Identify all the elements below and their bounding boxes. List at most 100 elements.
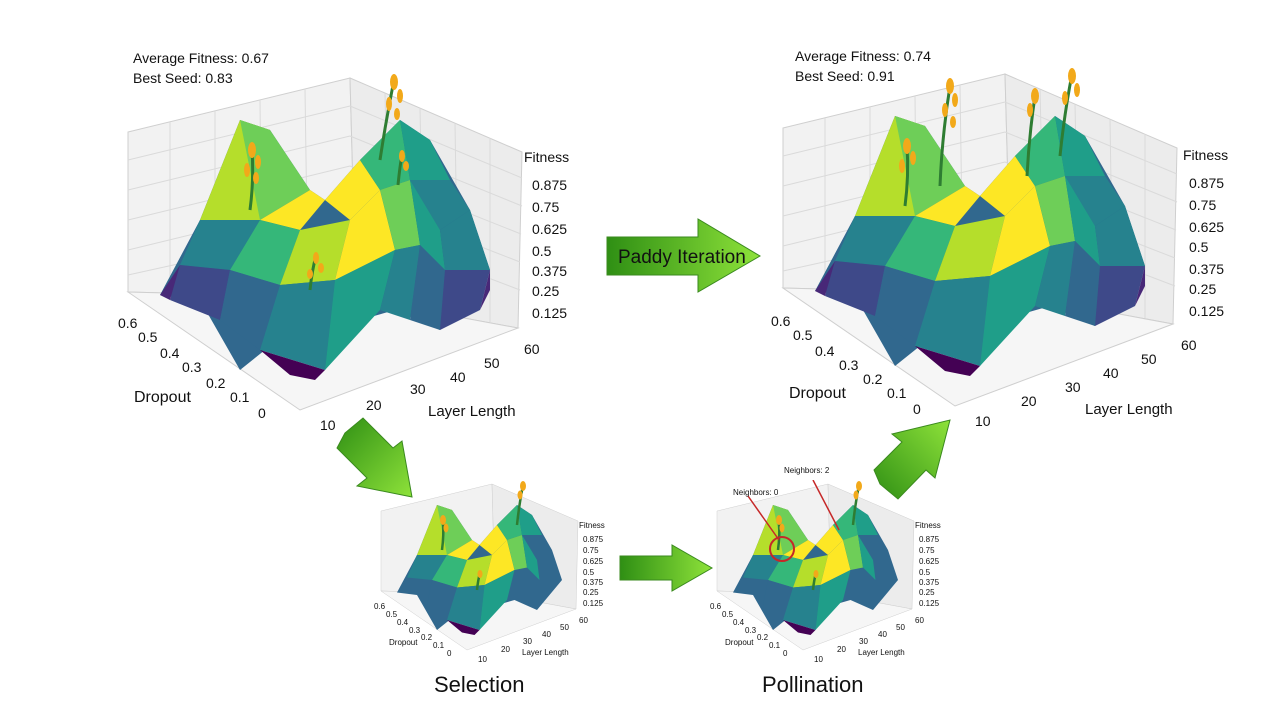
surface-plot-pollination: Fitness 0.875 0.75 0.625 0.5 0.375 0.25 …	[710, 480, 941, 664]
dropout-tick: 0.1	[433, 641, 445, 650]
annotation-neighbors-0: Neighbors: 0	[733, 488, 779, 497]
z-tick: 0.5	[532, 243, 552, 259]
dropout-tick: 0.5	[722, 610, 734, 619]
z-tick: 0.25	[919, 588, 935, 597]
z-tick: 0.375	[532, 263, 567, 279]
rice-plant-icon	[899, 138, 916, 207]
z-tick: 0.125	[532, 305, 567, 321]
dropout-tick: 0	[913, 401, 921, 417]
panel-1-best-seed: Best Seed: 0.83	[133, 70, 233, 86]
panel-1-average-fitness: Average Fitness: 0.67	[133, 50, 269, 66]
annotation-neighbors-2: Neighbors: 2	[784, 466, 830, 475]
caption-pollination: Pollination	[762, 672, 864, 697]
dropout-tick: 0.6	[118, 315, 138, 331]
layer-axis-label: Layer Length	[522, 648, 569, 657]
dropout-tick: 0.2	[863, 371, 883, 387]
dropout-tick: 0.1	[887, 385, 907, 401]
rice-plant-icon	[1058, 68, 1080, 157]
layer-tick: 50	[1141, 351, 1157, 367]
z-tick: 0.875	[1189, 175, 1224, 191]
dropout-tick: 0	[783, 649, 788, 658]
rice-plant-icon	[396, 150, 409, 186]
dropout-tick: 0.1	[769, 641, 781, 650]
z-tick: 0.375	[583, 578, 604, 587]
dropout-tick: 0.6	[710, 602, 722, 611]
dropout-tick: 0.5	[386, 610, 398, 619]
dropout-tick: 0.1	[230, 389, 250, 405]
dropout-tick: 0.5	[138, 329, 158, 345]
layer-tick: 30	[859, 637, 868, 646]
layer-axis-label: Layer Length	[858, 648, 905, 657]
layer-axis-label: Layer Length	[428, 403, 516, 420]
dropout-tick: 0.6	[374, 602, 386, 611]
z-tick: 0.25	[1189, 281, 1216, 297]
rice-plant-icon	[851, 481, 862, 526]
rice-plant-icon	[1025, 88, 1039, 177]
layer-tick: 10	[975, 413, 991, 429]
z-axis-label: Fitness	[524, 149, 569, 165]
layer-tick: 30	[1065, 379, 1081, 395]
rice-plants	[899, 68, 1080, 207]
layer-tick: 60	[915, 616, 924, 625]
z-tick: 0.125	[919, 599, 940, 608]
dropout-tick: 0.4	[815, 343, 835, 359]
rice-plant-icon	[515, 481, 526, 526]
fitness-surface	[733, 505, 898, 635]
dropout-tick: 0.5	[793, 327, 813, 343]
neighborhood-circle	[769, 536, 795, 562]
layer-tick: 20	[501, 645, 510, 654]
z-tick: 0.625	[919, 557, 940, 566]
dropout-tick: 0.2	[421, 633, 433, 642]
dropout-tick: 0.3	[745, 626, 757, 635]
z-tick: 0.625	[1189, 219, 1224, 235]
surface-plot-selection: Fitness 0.875 0.75 0.625 0.5 0.375 0.25 …	[374, 481, 605, 664]
z-tick: 0.75	[1189, 197, 1216, 213]
layer-axis-label: Layer Length	[1085, 401, 1173, 418]
layer-tick: 50	[896, 623, 905, 632]
z-axis-label: Fitness	[915, 521, 941, 530]
z-tick: 0.75	[583, 546, 599, 555]
fitness-surface	[160, 120, 490, 380]
layer-tick: 60	[579, 616, 588, 625]
paddy-iteration-arrow: Paddy Iteration	[606, 218, 761, 293]
z-tick: 0.125	[583, 599, 604, 608]
z-axis-label: Fitness	[1183, 147, 1228, 163]
rice-plant-icon	[938, 78, 958, 187]
layer-tick: 40	[878, 630, 887, 639]
layer-tick: 40	[1103, 365, 1119, 381]
dropout-tick: 0.2	[206, 375, 226, 391]
fitness-surface	[815, 116, 1145, 376]
z-tick: 0.375	[919, 578, 940, 587]
rice-plant-icon	[307, 252, 324, 291]
rice-plant-icon	[378, 74, 403, 161]
dropout-tick: 0.4	[733, 618, 745, 627]
z-tick: 0.5	[583, 568, 595, 577]
layer-tick: 10	[814, 655, 823, 664]
dropout-tick: 0	[447, 649, 452, 658]
layer-tick: 10	[478, 655, 487, 664]
layer-tick: 30	[523, 637, 532, 646]
z-tick: 0.875	[919, 535, 940, 544]
surface-plot-iterated: Fitness 0.875 0.75 0.625 0.5 0.375 0.25 …	[771, 68, 1228, 429]
dropout-tick: 0.3	[409, 626, 421, 635]
rice-plant-icon	[440, 515, 449, 551]
z-tick: 0.625	[583, 557, 604, 566]
layer-tick: 40	[542, 630, 551, 639]
panel-2-best-seed: Best Seed: 0.91	[795, 68, 895, 84]
layer-tick: 20	[1021, 393, 1037, 409]
dropout-axis-label: Dropout	[789, 385, 846, 402]
dropout-tick: 0.4	[160, 345, 180, 361]
layer-tick: 20	[366, 397, 382, 413]
z-tick: 0.75	[532, 199, 559, 215]
layer-tick: 60	[524, 341, 540, 357]
rice-plant-icon	[244, 142, 261, 211]
panel-2-average-fitness: Average Fitness: 0.74	[795, 48, 931, 64]
z-tick: 0.25	[583, 588, 599, 597]
z-tick: 0.5	[1189, 239, 1209, 255]
layer-tick: 20	[837, 645, 846, 654]
dropout-tick: 0.3	[182, 359, 202, 375]
layer-tick: 50	[560, 623, 569, 632]
z-tick: 0.75	[919, 546, 935, 555]
rice-plant-icon	[475, 570, 483, 591]
